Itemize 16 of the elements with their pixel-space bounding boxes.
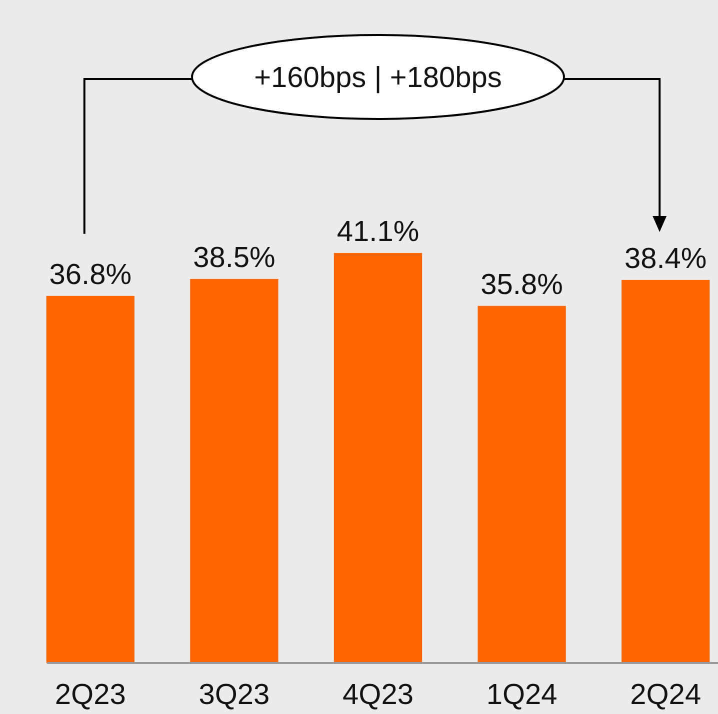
x-tick-label: 4Q23: [342, 679, 414, 711]
bar: [46, 296, 134, 663]
bar: [478, 306, 566, 663]
x-tick-label: 3Q23: [198, 679, 270, 711]
bar: [334, 253, 422, 663]
text: +160bps | +180bps: [254, 62, 502, 94]
x-tick-label: 1Q24: [486, 679, 558, 711]
data-label: 36.8%: [49, 258, 132, 291]
data-label: 38.5%: [193, 242, 276, 274]
bar: [190, 278, 278, 663]
bar: [622, 280, 710, 663]
data-label: 35.8%: [480, 268, 563, 301]
data-label: 41.1%: [336, 216, 420, 248]
x-tick-label: 2Q23: [54, 679, 126, 711]
x-tick-label: 2Q24: [630, 679, 702, 711]
data-label: 38.4%: [624, 242, 707, 275]
